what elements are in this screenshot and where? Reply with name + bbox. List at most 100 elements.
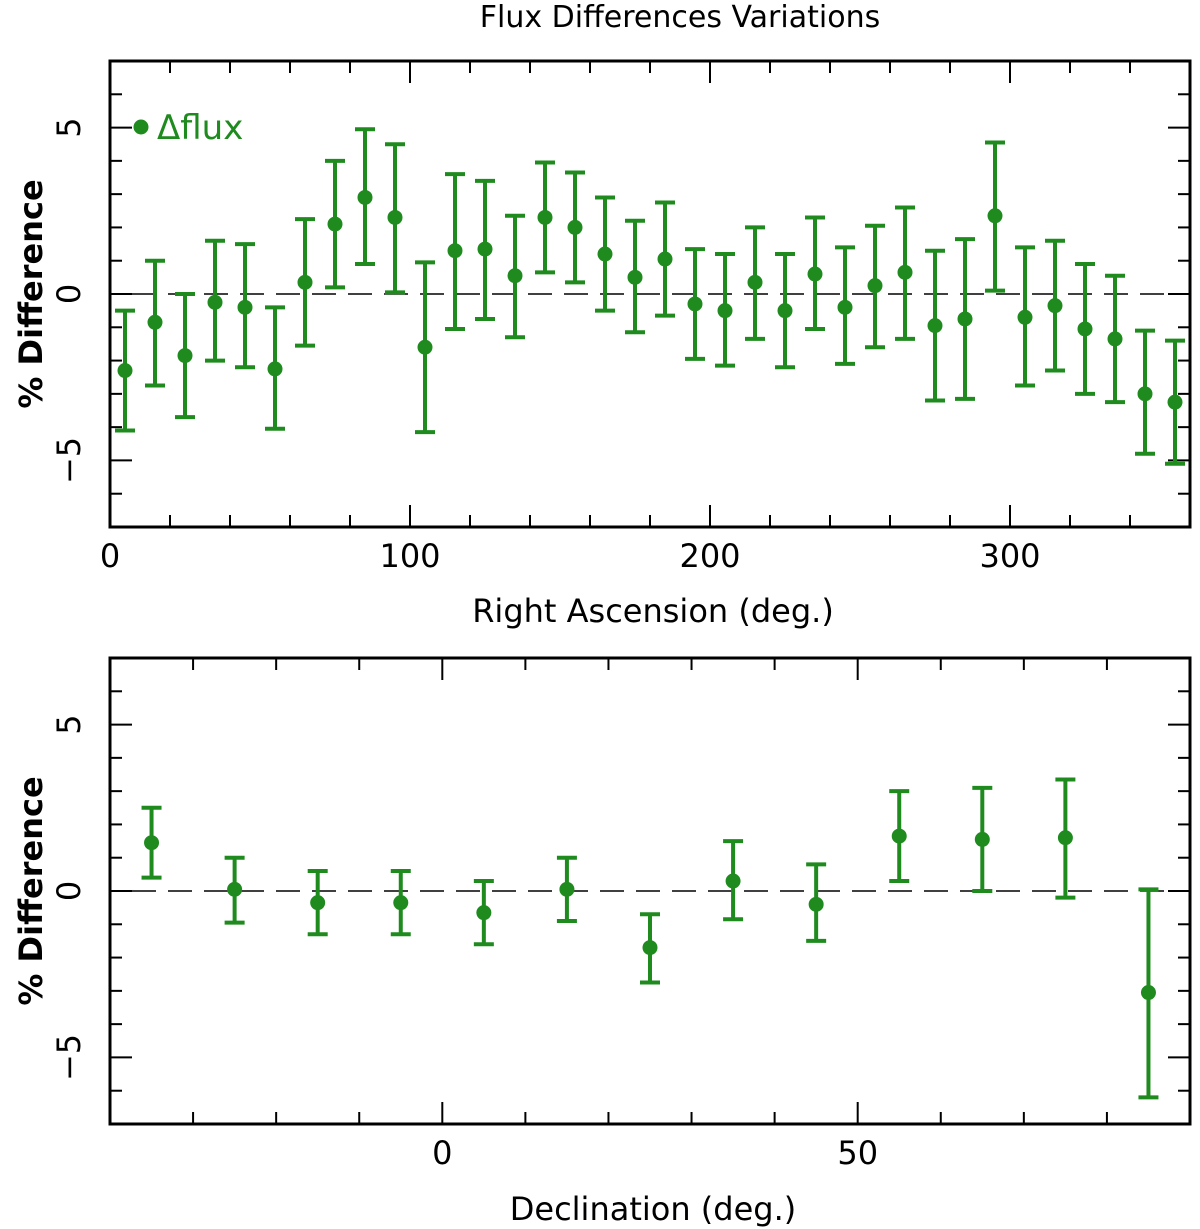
dec-data-point: [473, 879, 494, 947]
dec-data-point: [1055, 777, 1076, 900]
ra-panel: Flux Differences Variations 0 100 200 300 −…: [12, 0, 1192, 630]
dec-data-point: [224, 855, 245, 925]
dec-x-tick-label: 50: [837, 1134, 878, 1172]
point-marker: [687, 296, 703, 312]
point-marker: [117, 363, 133, 379]
point-marker: [747, 274, 763, 290]
point-marker: [1167, 394, 1183, 410]
dec-panel: 0 50 −5 0 5 Declination (deg.) % Difference: [12, 656, 1192, 1228]
ra-y-tick-label: −5: [50, 437, 88, 484]
ra-data-point: [625, 218, 645, 335]
dec-y-tick-label: 0: [50, 881, 88, 901]
point-marker: [417, 339, 433, 355]
ra-data-point: [595, 195, 615, 313]
point-marker: [476, 905, 492, 921]
ra-ticks: [109, 60, 1191, 528]
point-marker: [357, 189, 373, 205]
point-marker: [567, 219, 583, 235]
point-marker: [537, 209, 553, 225]
ra-x-tick-label: 0: [100, 537, 120, 575]
ra-data-point: [1165, 338, 1185, 466]
dec-y-axis-label: % Difference: [12, 776, 50, 1005]
point-marker: [1140, 985, 1156, 1001]
dec-data-point: [723, 839, 744, 922]
point-marker: [327, 216, 343, 232]
ra-data-point: [325, 158, 345, 290]
ra-data-point: [295, 217, 315, 348]
point-marker: [297, 274, 313, 290]
ra-data-point: [115, 308, 135, 433]
ra-x-tick-labels: 0 100 200 300: [100, 537, 1041, 575]
dec-data-point: [889, 789, 910, 884]
point-marker: [1107, 331, 1123, 347]
dec-data-points: [141, 777, 1159, 1100]
dec-data-point: [390, 869, 411, 937]
dec-ticks: [109, 657, 1191, 1125]
point-marker: [837, 299, 853, 315]
dec-y-tick-label: 5: [50, 714, 88, 734]
point-marker: [310, 895, 326, 911]
point-marker: [1057, 830, 1073, 846]
point-marker: [597, 246, 613, 262]
ra-data-point: [145, 258, 165, 388]
point-marker: [777, 303, 793, 319]
ra-y-tick-labels: −5 0 5: [50, 117, 88, 484]
ra-data-point: [235, 242, 255, 370]
ra-y-tick-label: 5: [50, 117, 88, 137]
ra-x-tick-label: 300: [979, 537, 1040, 575]
ra-x-tick-label: 100: [379, 537, 440, 575]
point-marker: [144, 835, 160, 851]
legend-marker: [133, 119, 149, 135]
dec-data-point: [307, 869, 328, 937]
point-marker: [507, 268, 523, 284]
dec-x-tick-labels: 0 50: [432, 1134, 878, 1172]
point-marker: [207, 294, 223, 310]
point-marker: [267, 361, 283, 377]
point-marker: [891, 828, 907, 844]
ra-data-points: [115, 127, 1185, 466]
point-marker: [477, 241, 493, 257]
ra-data-point: [445, 172, 465, 331]
point-marker: [1077, 321, 1093, 337]
point-marker: [957, 311, 973, 327]
ra-y-axis-label: % Difference: [12, 179, 50, 408]
ra-y-tick-label: 0: [50, 284, 88, 304]
dec-data-point: [640, 912, 660, 985]
ra-data-point: [355, 127, 375, 267]
point-marker: [393, 895, 409, 911]
ra-data-point: [655, 200, 675, 318]
ra-data-point: [745, 225, 765, 341]
ra-data-point: [1135, 328, 1155, 456]
point-marker: [147, 314, 163, 330]
ra-data-point: [535, 160, 555, 275]
dec-data-point: [1138, 887, 1159, 1100]
point-marker: [627, 269, 643, 285]
dec-x-tick-label: 0: [432, 1134, 452, 1172]
ra-data-point: [175, 292, 195, 420]
dec-data-point: [141, 805, 162, 880]
dec-data-point: [556, 855, 577, 923]
point-marker: [1137, 386, 1153, 402]
ra-data-point: [985, 140, 1005, 293]
dec-y-tick-labels: −5 0 5: [50, 714, 88, 1081]
point-marker: [227, 881, 243, 897]
ra-data-point: [1015, 245, 1035, 388]
ra-data-point: [205, 238, 225, 363]
ra-data-point: [685, 247, 705, 361]
ra-data-point: [1075, 262, 1095, 396]
ra-data-point: [505, 213, 525, 340]
ra-data-point: [835, 245, 855, 366]
ra-data-point: [1105, 273, 1125, 405]
ra-data-point: [715, 252, 735, 368]
legend-label: Δflux: [157, 108, 243, 148]
ra-data-point: [925, 248, 945, 403]
point-marker: [177, 348, 193, 364]
point-marker: [237, 299, 253, 315]
dec-data-point: [972, 785, 993, 893]
chart-legend: Δflux: [133, 108, 243, 148]
dec-data-point: [806, 862, 827, 943]
point-marker: [1017, 309, 1033, 325]
point-marker: [808, 896, 824, 912]
dec-y-tick-label: −5: [50, 1034, 88, 1081]
